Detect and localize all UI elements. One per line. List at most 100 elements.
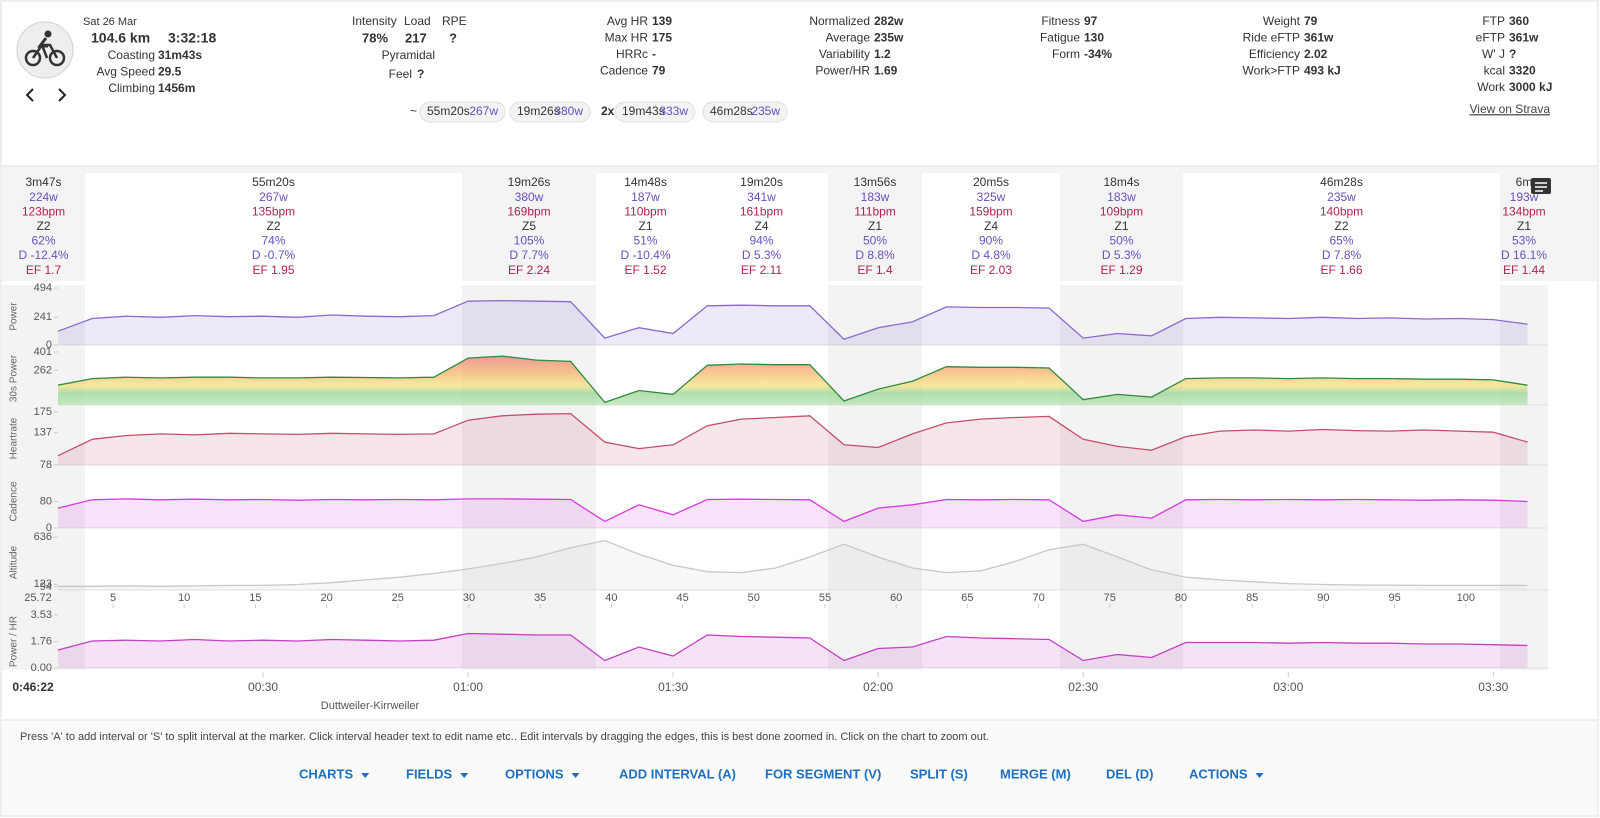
- interval-percent[interactable]: 65%: [1329, 234, 1353, 248]
- interval-duration[interactable]: 13m56s: [854, 175, 897, 189]
- interval-ef[interactable]: EF 1.29: [1100, 263, 1142, 277]
- interval-heartrate[interactable]: 169bpm: [507, 204, 550, 218]
- interval-percent[interactable]: 74%: [261, 234, 285, 248]
- interval-heartrate[interactable]: 111bpm: [854, 204, 896, 218]
- dropdown-caret[interactable]: [460, 773, 469, 778]
- interval-zone[interactable]: Z4: [984, 219, 998, 233]
- interval-zone[interactable]: Z2: [1334, 219, 1348, 233]
- interval-percent[interactable]: 94%: [749, 234, 773, 248]
- interval-power[interactable]: 267w: [259, 190, 288, 204]
- interval-decoupling[interactable]: D -10.4%: [620, 248, 670, 262]
- interval-ef[interactable]: EF 2.03: [970, 263, 1012, 277]
- interval-ef[interactable]: EF 1.66: [1320, 263, 1362, 277]
- interval-decoupling[interactable]: D -0.7%: [252, 248, 296, 262]
- interval-power[interactable]: 341w: [747, 190, 776, 204]
- interval-power[interactable]: 235w: [1327, 190, 1356, 204]
- interval-duration[interactable]: 3m47s: [25, 175, 61, 189]
- dropdown-caret[interactable]: [361, 773, 370, 778]
- interval-percent[interactable]: 50%: [863, 234, 887, 248]
- interval-duration[interactable]: 46m28s: [1320, 175, 1363, 189]
- interval-heartrate[interactable]: 140bpm: [1320, 204, 1363, 218]
- interval-heartrate[interactable]: 123bpm: [22, 204, 65, 218]
- interval-ef[interactable]: EF 2.11: [741, 263, 782, 277]
- interval-decoupling[interactable]: D 7.8%: [1322, 248, 1362, 262]
- interval-header[interactable]: [596, 173, 695, 281]
- chip-power[interactable]: 235w: [751, 104, 780, 118]
- interval-ef[interactable]: EF 1.44: [1503, 263, 1545, 277]
- interval-decoupling[interactable]: D 16.1%: [1501, 248, 1547, 262]
- dropdown-caret[interactable]: [571, 773, 580, 778]
- chip[interactable]: [419, 101, 506, 123]
- interval-header[interactable]: [922, 173, 1060, 281]
- interval-heartrate[interactable]: 134bpm: [1502, 204, 1545, 218]
- chip-duration[interactable]: 19m26s: [517, 104, 560, 118]
- interval-power[interactable]: 325w: [977, 190, 1006, 204]
- interval-percent[interactable]: 62%: [31, 234, 55, 248]
- interval-heartrate[interactable]: 109bpm: [1100, 204, 1143, 218]
- strava-link[interactable]: View on Strava: [1470, 102, 1551, 116]
- interval-duration[interactable]: 19m26s: [508, 175, 551, 189]
- interval-percent[interactable]: 105%: [514, 234, 545, 248]
- chip-power[interactable]: 333w: [659, 104, 688, 118]
- interval-header[interactable]: [695, 173, 828, 281]
- interval-zone[interactable]: Z4: [754, 219, 768, 233]
- interval-decoupling[interactable]: D 5.3%: [1102, 248, 1142, 262]
- interval-duration[interactable]: 19m20s: [740, 175, 783, 189]
- interval-percent[interactable]: 51%: [633, 234, 657, 248]
- interval-decoupling[interactable]: D 8.8%: [855, 248, 895, 262]
- interval-ef[interactable]: EF 1.7: [26, 263, 62, 277]
- chip-duration[interactable]: 55m20s: [427, 104, 470, 118]
- interval-heartrate[interactable]: 159bpm: [969, 204, 1012, 218]
- dropdown-caret[interactable]: [1255, 773, 1264, 778]
- interval-decoupling[interactable]: D 4.8%: [971, 248, 1011, 262]
- interval-zone[interactable]: Z2: [266, 219, 280, 233]
- interval-power[interactable]: 380w: [515, 190, 544, 204]
- interval-zone[interactable]: Z2: [36, 219, 50, 233]
- toolbar-button[interactable]: ACTIONS: [1189, 766, 1248, 781]
- toolbar-button[interactable]: CHARTS: [299, 766, 353, 781]
- interval-decoupling[interactable]: D 5.3%: [742, 248, 782, 262]
- chip[interactable]: [509, 101, 591, 123]
- interval-duration[interactable]: 6m: [1516, 175, 1533, 189]
- toolbar-button[interactable]: MERGE (M): [1000, 766, 1071, 781]
- interval-power[interactable]: 183w: [861, 190, 890, 204]
- interval-zone[interactable]: Z1: [1114, 219, 1128, 233]
- chip-duration[interactable]: 19m43s: [622, 104, 665, 118]
- interval-percent[interactable]: 50%: [1109, 234, 1133, 248]
- chip-duration[interactable]: 46m28s: [710, 104, 753, 118]
- interval-ef[interactable]: EF 1.52: [624, 263, 666, 277]
- toolbar-button[interactable]: FOR SEGMENT (V): [765, 766, 881, 781]
- interval-decoupling[interactable]: D 7.7%: [509, 248, 549, 262]
- toolbar-button[interactable]: OPTIONS: [505, 766, 564, 781]
- interval-heartrate[interactable]: 110bpm: [624, 204, 666, 218]
- interval-zone[interactable]: Z5: [522, 219, 536, 233]
- interval-heartrate[interactable]: 161bpm: [740, 204, 783, 218]
- interval-duration[interactable]: 18m4s: [1103, 175, 1139, 189]
- interval-power[interactable]: 183w: [1107, 190, 1136, 204]
- interval-power[interactable]: 187w: [631, 190, 660, 204]
- interval-power[interactable]: 193w: [1510, 190, 1539, 204]
- chip-power[interactable]: 267w: [469, 104, 498, 118]
- interval-heartrate[interactable]: 135bpm: [252, 204, 295, 218]
- next-arrow[interactable]: [58, 88, 67, 102]
- interval-duration[interactable]: 14m48s: [624, 175, 667, 189]
- toolbar-button[interactable]: SPLIT (S): [910, 766, 968, 781]
- interval-zone[interactable]: Z1: [1517, 219, 1531, 233]
- interval-duration[interactable]: 55m20s: [252, 175, 295, 189]
- toolbar-button[interactable]: DEL (D): [1106, 766, 1153, 781]
- interval-header[interactable]: [85, 173, 462, 281]
- interval-zone[interactable]: Z1: [868, 219, 882, 233]
- interval-power[interactable]: 224w: [29, 190, 58, 204]
- toolbar-button[interactable]: FIELDS: [406, 766, 453, 781]
- interval-ef[interactable]: EF 1.4: [857, 263, 893, 277]
- previous-arrow[interactable]: [25, 88, 34, 102]
- interval-ef[interactable]: EF 2.24: [508, 263, 550, 277]
- toolbar-button[interactable]: ADD INTERVAL (A): [619, 766, 736, 781]
- interval-duration[interactable]: 20m5s: [973, 175, 1009, 189]
- interval-percent[interactable]: 53%: [1512, 234, 1536, 248]
- chip[interactable]: [702, 101, 788, 123]
- interval-percent[interactable]: 90%: [979, 234, 1003, 248]
- comment-icon[interactable]: [1531, 178, 1551, 194]
- chip-power[interactable]: 380w: [554, 104, 583, 118]
- chip[interactable]: [614, 101, 696, 123]
